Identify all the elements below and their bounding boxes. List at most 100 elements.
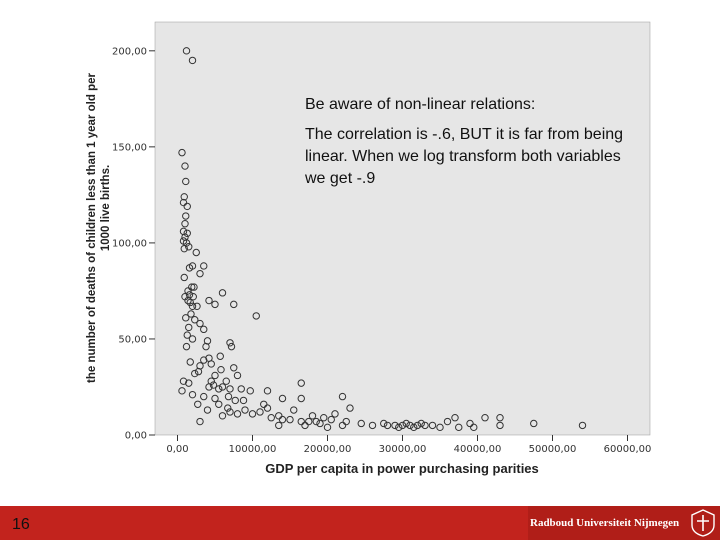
logo-text: Radboud Universiteit Nijmegen [530,517,680,529]
y-tick-label: 100,00 [112,238,147,249]
data-point [383,421,392,430]
data-point [338,421,347,430]
university-logo: Radboud Universiteit Nijmegen [528,506,720,540]
y-axis-title-line-2: 1000 live births. [100,165,112,251]
data-point [191,369,199,378]
x-tick-label: 60000,00 [604,444,652,455]
data-point [470,423,478,432]
data-point [186,298,194,307]
y-axis: 0,00 50,00 100,00 150,00 200,00 [112,46,155,442]
data-point [241,406,249,414]
data-point [331,410,339,418]
data-point [428,421,437,430]
y-tick-label: 150,00 [112,142,147,153]
data-point [182,342,191,351]
data-point [312,417,320,426]
data-point [215,400,223,408]
data-point [391,421,399,430]
data-point [320,414,328,422]
x-tick-label: 40000,00 [454,444,502,455]
data-point [178,387,186,395]
data-point [436,423,444,432]
data-point [275,421,283,430]
data-point [342,417,350,426]
data-point [211,300,219,309]
data-point [189,292,197,301]
data-point [338,392,347,401]
data-point [451,414,459,422]
data-point [194,367,203,376]
data-point [183,331,191,339]
data-points [178,47,587,432]
y-tick-label: 50,00 [118,334,147,345]
data-point [200,262,208,270]
data-point [263,387,272,395]
data-point [323,423,332,432]
data-point [207,360,215,368]
x-tick-label: 50000,00 [529,444,577,455]
data-point [233,371,242,380]
data-point [443,417,452,426]
data-point [230,300,238,309]
data-point [182,47,191,55]
data-point [455,423,463,432]
data-point [188,302,197,310]
data-point [184,287,192,295]
data-point [278,415,287,424]
data-point [196,319,204,328]
data-point [263,404,272,412]
data-point [179,377,188,385]
data-point [180,193,188,201]
data-point [188,390,197,399]
data-point [256,408,264,416]
data-point [297,417,305,426]
data-point [188,283,196,291]
data-point [218,412,227,420]
data-point [218,383,227,391]
data-point [395,423,403,432]
data-point [179,198,188,207]
data-point [402,419,410,428]
y-tick-label: 200,00 [112,46,147,57]
data-point [301,421,309,430]
data-point [357,419,365,428]
data-point [368,421,377,430]
data-point [410,423,418,432]
data-point [183,202,191,211]
data-point [308,412,317,420]
data-point [200,356,208,364]
data-point [181,162,189,170]
data-point [215,385,223,393]
data-point [305,417,313,426]
data-point [230,364,238,372]
data-point [290,406,298,414]
data-point [211,394,219,403]
data-point [275,412,283,420]
data-point [185,379,193,387]
data-point [380,419,388,428]
data-point [200,325,208,334]
data-point [327,415,335,424]
data-point [231,396,239,405]
data-point [180,244,188,253]
data-point [205,383,213,391]
data-point [417,419,425,428]
annotation-body: The correlation is -.6, BUT it is far fr… [305,126,624,187]
data-point [194,400,202,408]
data-point [203,406,212,414]
data-point [188,335,197,343]
data-point [202,342,210,351]
data-point [267,414,275,422]
data-point [297,394,305,403]
y-tick-label: 0,00 [125,431,147,442]
data-point [190,283,198,291]
data-point [226,339,234,347]
data-point [260,400,268,408]
data-point [248,410,257,418]
data-point [184,296,192,305]
data-point [191,316,199,324]
data-point [192,248,200,257]
data-point [181,219,189,228]
data-point [196,417,204,426]
data-point [421,421,429,430]
